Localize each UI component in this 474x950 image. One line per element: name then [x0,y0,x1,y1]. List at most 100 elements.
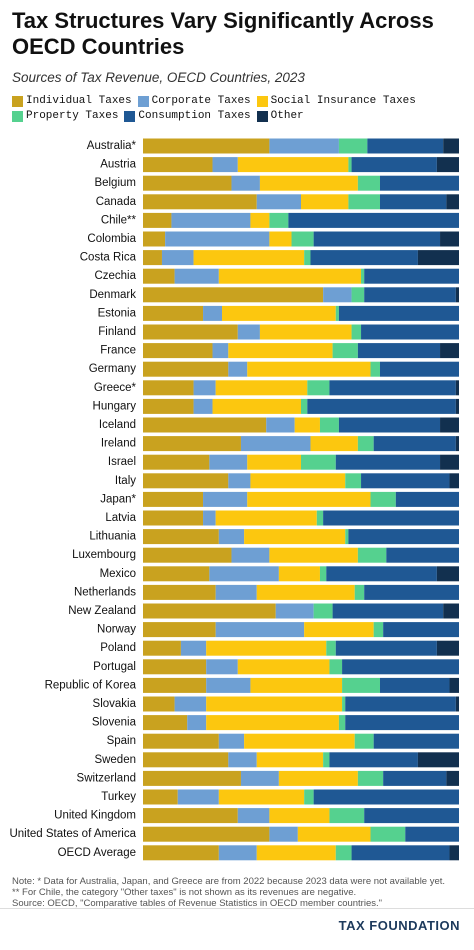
bar-segment [228,473,251,489]
legend-item: Consumption Taxes [124,110,251,122]
y-tick-label: Belgium [94,177,136,189]
bar-segment [187,715,207,731]
bar-segment [380,361,459,377]
bar-segment [240,770,279,786]
bar-segment [143,398,194,414]
bar-segment [143,566,210,582]
bar-segment [354,733,374,749]
bar-segment [348,194,380,210]
bar-segment [215,584,257,600]
bar-segment [342,677,380,693]
bar-segment [301,194,349,210]
y-tick-label: Iceland [99,419,136,431]
bar-segment [373,733,459,749]
bar-segment [436,157,459,173]
bar-segment [417,752,459,768]
y-tick-label: Portugal [93,661,136,673]
bar-segment [247,454,301,470]
bar-segment [364,808,459,824]
y-tick-label: Canada [96,196,137,208]
bar-segment [240,436,311,452]
bar-segment [206,715,339,731]
bar-segment [342,696,346,712]
bar-segment [449,677,459,693]
bar-segment [440,417,459,433]
legend-swatch [12,110,23,122]
bar-segment [143,603,276,619]
bar-segment [455,380,459,396]
bar-segment [209,566,279,582]
legend-item: Individual Taxes [12,95,132,107]
bar-segment [332,343,358,359]
bar-segment [228,361,248,377]
chart-subtitle: Sources of Tax Revenue, OECD Countries, … [12,70,305,85]
bar-segment [338,417,441,433]
y-tick-label: Republic of Korea [45,679,137,691]
y-tick-label: Israel [108,456,136,468]
bar-segment [449,845,459,861]
bar-segment [247,361,371,377]
legend-label: Individual Taxes [26,95,132,107]
y-tick-label: Luxembourg [72,549,136,561]
bar-segment [143,250,162,266]
bar-segment [449,473,459,489]
bar-segment [436,566,459,582]
bar-segment [357,343,441,359]
legend-swatch [124,110,136,122]
y-tick-label: Sweden [94,754,136,766]
bar-segment [364,584,459,600]
bar-segment [383,622,459,638]
bar-segment [380,677,450,693]
bar-segment [278,770,358,786]
y-tick-label: Poland [100,642,136,654]
bar-segment [351,287,365,303]
legend-swatch [256,95,268,107]
bar-segment [326,640,336,656]
bar-segment [218,845,257,861]
legend-label: Consumption Taxes [138,110,251,122]
bar-segment [455,436,459,452]
bar-segment [143,454,210,470]
y-tick-label: Costa Rica [80,252,137,264]
bar-segment [228,752,257,768]
bar-segment [380,194,447,210]
bar-segment [436,640,459,656]
bar-segment [446,770,459,786]
bar-segment [380,175,459,191]
bar-segment [231,175,260,191]
bar-segment [323,752,330,768]
y-tick-label: Chile** [101,214,137,226]
bar-segment [316,510,324,526]
bar-segment [307,398,456,414]
y-tick-label: OECD Average [58,847,136,859]
bar-segment [174,696,207,712]
bar-segment [143,752,229,768]
bar-segment [143,380,194,396]
legend-label: Property Taxes [26,110,119,122]
bar-segment [313,789,459,805]
note: ** For Chile, the category "Other taxes"… [12,887,357,898]
bar-segment [297,826,371,842]
bar-segment [250,677,343,693]
y-tick-label: Australia* [87,140,137,152]
bar-segment [332,603,444,619]
bar-segment [319,417,339,433]
bar-segment [357,175,380,191]
bar-segment [338,138,368,154]
legend: Individual Taxes Corporate Taxes Social In… [12,95,472,122]
bar-segment [348,529,459,545]
bar-segment [351,324,362,340]
bar-segment [256,584,355,600]
bar-segment [269,212,289,228]
bar-segment [143,640,181,656]
bar-segment [440,454,459,470]
bar-segment [329,808,365,824]
bar-segment [237,324,260,340]
bar-segment [383,770,447,786]
bar-segment [209,454,248,470]
bar-segment [345,715,459,731]
notes: Note: * Data for Australia, Japan, and G… [12,876,445,909]
bar-segment [440,343,459,359]
bar-segment [237,157,349,173]
bar-segment [275,603,314,619]
